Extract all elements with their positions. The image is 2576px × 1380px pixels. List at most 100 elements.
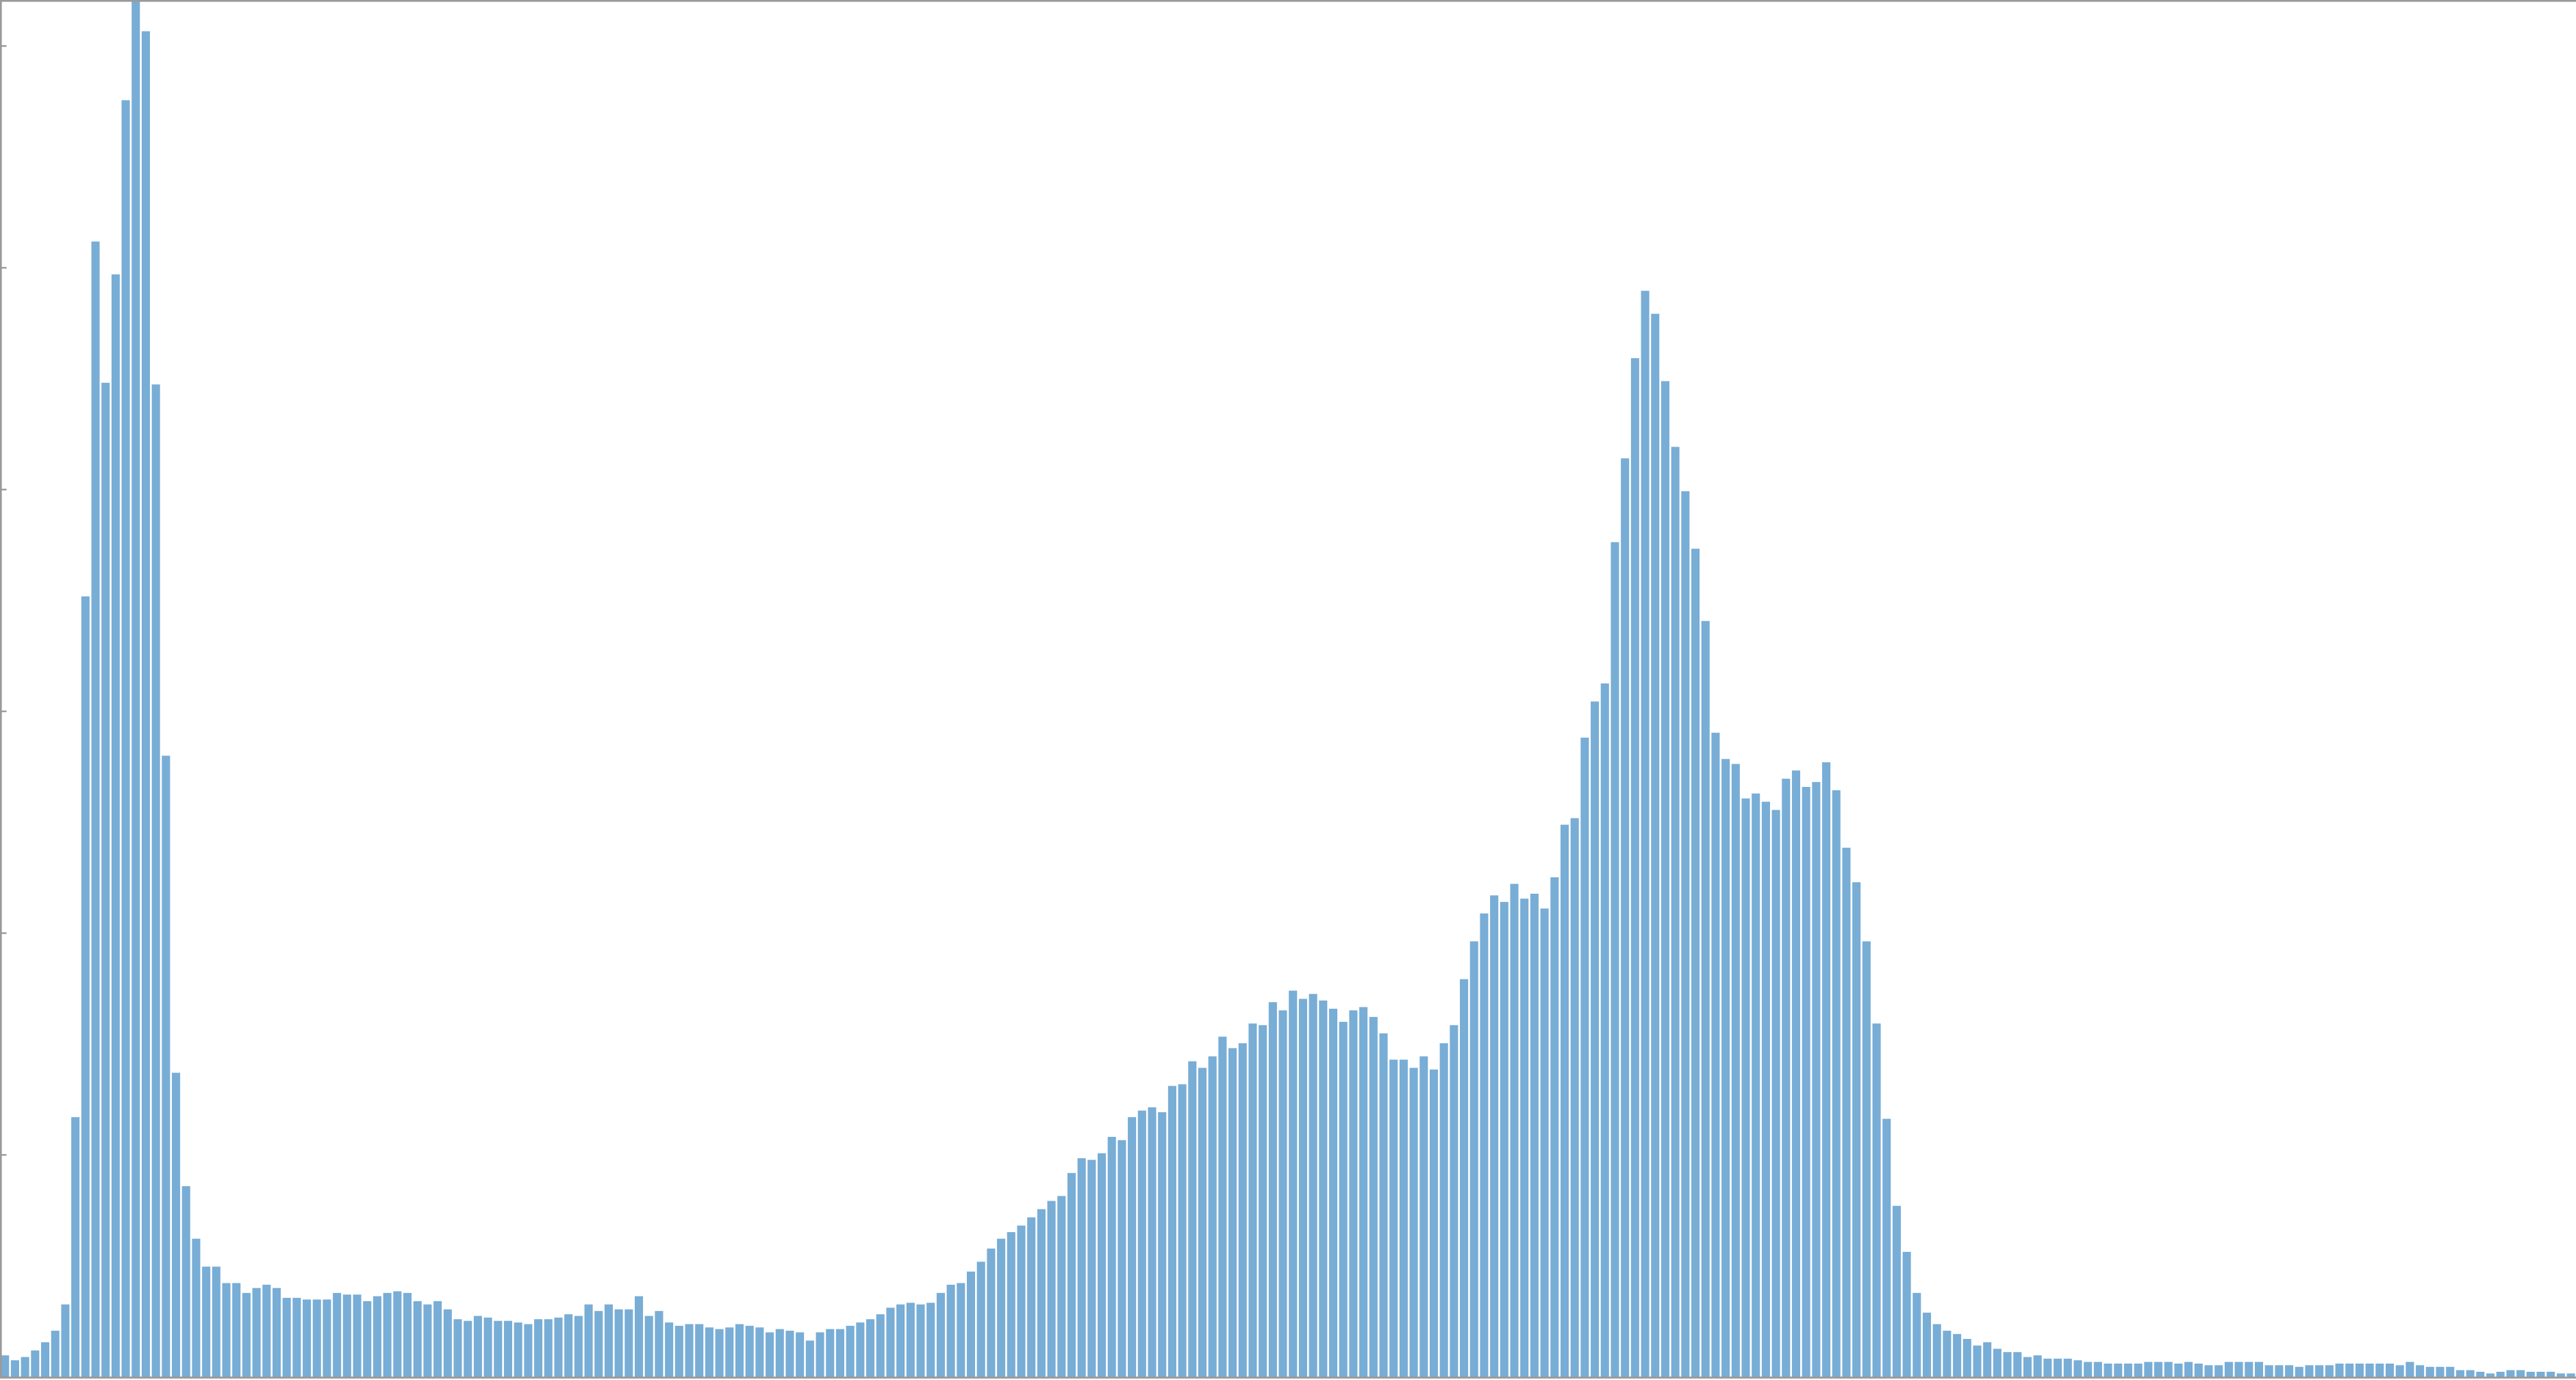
bar <box>835 1329 844 1377</box>
bar <box>2214 1365 2223 1377</box>
bar <box>775 1329 784 1377</box>
bar <box>222 1283 231 1377</box>
bar <box>1238 1043 1247 1377</box>
bar <box>1349 1010 1358 1377</box>
bar <box>1460 979 1469 1377</box>
bar <box>957 1283 965 1377</box>
bar <box>896 1304 905 1377</box>
bar <box>594 1311 603 1377</box>
bar <box>584 1304 593 1377</box>
bar <box>2536 1372 2545 1377</box>
bar <box>1228 1048 1237 1377</box>
bar <box>192 1238 201 1377</box>
bar <box>181 1185 190 1377</box>
bar <box>1761 801 1770 1377</box>
bar <box>464 1320 472 1377</box>
bar <box>554 1317 563 1377</box>
bar <box>1017 1225 1026 1377</box>
bar <box>1832 790 1841 1377</box>
bar <box>1309 994 1317 1377</box>
bar <box>695 1324 704 1377</box>
bar <box>1671 447 1680 1377</box>
bar <box>1248 1023 1257 1377</box>
bar <box>1027 1217 1036 1377</box>
bar <box>1580 738 1589 1377</box>
bar <box>2013 1352 2022 1377</box>
bar <box>2245 1362 2253 1377</box>
bar <box>1480 913 1489 1377</box>
bar <box>2164 1362 2173 1377</box>
bar <box>745 1325 754 1377</box>
bar <box>2436 1366 2445 1377</box>
bar <box>1882 1118 1891 1377</box>
bar <box>574 1316 583 1377</box>
bar <box>2486 1373 2495 1377</box>
bar <box>1399 1059 1408 1377</box>
bar <box>2405 1362 2414 1377</box>
bar <box>534 1319 543 1377</box>
bar <box>725 1327 734 1377</box>
bar <box>1872 1023 1881 1377</box>
bar <box>1932 1324 1941 1377</box>
bar <box>81 596 90 1377</box>
bar <box>987 1249 996 1377</box>
bar <box>926 1303 935 1377</box>
bar <box>1 1355 10 1377</box>
bar <box>1912 1292 1921 1377</box>
bar <box>2345 1364 2354 1377</box>
bar <box>413 1301 422 1377</box>
bar <box>966 1271 976 1377</box>
bar <box>1510 883 1519 1377</box>
bar <box>383 1292 392 1377</box>
bar <box>1660 381 1669 1377</box>
bar <box>1771 810 1780 1377</box>
bar <box>2425 1366 2434 1377</box>
bar <box>886 1307 895 1377</box>
bar <box>40 1342 50 1377</box>
bar <box>2224 1362 2233 1377</box>
bar <box>1953 1333 1962 1377</box>
bar <box>333 1292 342 1377</box>
bar <box>705 1327 714 1377</box>
bar <box>1711 732 1720 1377</box>
bar <box>1208 1056 1217 1377</box>
bar <box>453 1319 462 1377</box>
bar <box>1429 1069 1438 1377</box>
bar <box>2194 1364 2203 1377</box>
bar <box>111 274 120 1377</box>
bar <box>353 1294 362 1377</box>
bar <box>1993 1348 2002 1377</box>
bar <box>1560 825 1569 1377</box>
bar <box>242 1292 251 1377</box>
bar <box>393 1291 402 1377</box>
bar <box>2295 1366 2303 1377</box>
bar <box>856 1322 865 1377</box>
bar <box>2174 1364 2183 1377</box>
bar <box>2023 1357 2032 1377</box>
bar <box>1178 1084 1187 1377</box>
bar <box>2093 1362 2102 1377</box>
bar <box>644 1316 653 1377</box>
bar <box>262 1284 271 1377</box>
bar <box>1077 1158 1086 1377</box>
bar <box>1490 895 1499 1377</box>
bar <box>755 1327 764 1377</box>
bar <box>2385 1364 2395 1377</box>
bar <box>272 1288 281 1377</box>
bar <box>1158 1112 1167 1377</box>
bar <box>2134 1364 2143 1377</box>
bar <box>906 1303 915 1377</box>
bar <box>1630 357 1639 1377</box>
bar <box>2254 1362 2264 1377</box>
bar <box>2325 1365 2334 1377</box>
bar <box>212 1266 220 1377</box>
bar <box>443 1309 452 1377</box>
bar <box>2496 1372 2505 1377</box>
bar <box>1721 759 1730 1377</box>
bar <box>1007 1232 1015 1377</box>
bar <box>162 755 171 1377</box>
bar <box>1641 290 1650 1377</box>
